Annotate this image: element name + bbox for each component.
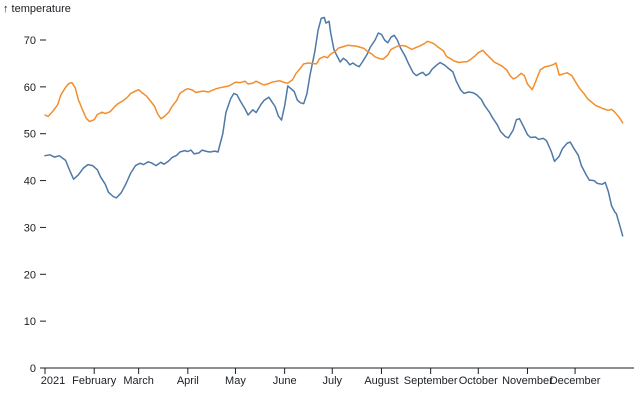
y-axis-tick-label: 20 [24, 269, 36, 281]
blue-temperature-series-line [44, 16, 624, 237]
x-axis-tick-label: October [459, 375, 498, 387]
x-axis-tick-label: December [550, 375, 601, 387]
x-axis-tick-label: 2021 [41, 375, 65, 387]
orange-temperature-series-line [44, 40, 624, 124]
y-axis-tick-label: 30 [24, 222, 36, 234]
x-axis-tick-label: April [177, 375, 199, 387]
y-axis-tick-label: 70 [24, 35, 36, 47]
x-axis-tick-label: June [273, 375, 297, 387]
y-axis-tick-label: 10 [24, 316, 36, 328]
y-axis: 0 10 20 30 40 50 60 70 [24, 35, 46, 375]
x-axis-tick-label: March [123, 375, 154, 387]
y-axis-tick-label: 0 [30, 363, 36, 375]
y-axis-tick-label: 50 [24, 129, 36, 141]
x-axis-tick-label: August [364, 375, 398, 387]
x-axis-tick-label: February [72, 375, 117, 387]
y-axis-tick-label: 40 [24, 176, 36, 188]
x-axis-tick-label: September [404, 375, 458, 387]
x-axis: 2021 February March April May June July August S… [41, 367, 634, 387]
y-axis-tick-label: 60 [24, 82, 36, 94]
x-axis-tick-label: November [502, 375, 553, 387]
x-axis-tick-label: May [225, 375, 246, 387]
x-axis-tick-label: July [322, 375, 342, 387]
y-axis-title: ↑ temperature [3, 3, 71, 15]
